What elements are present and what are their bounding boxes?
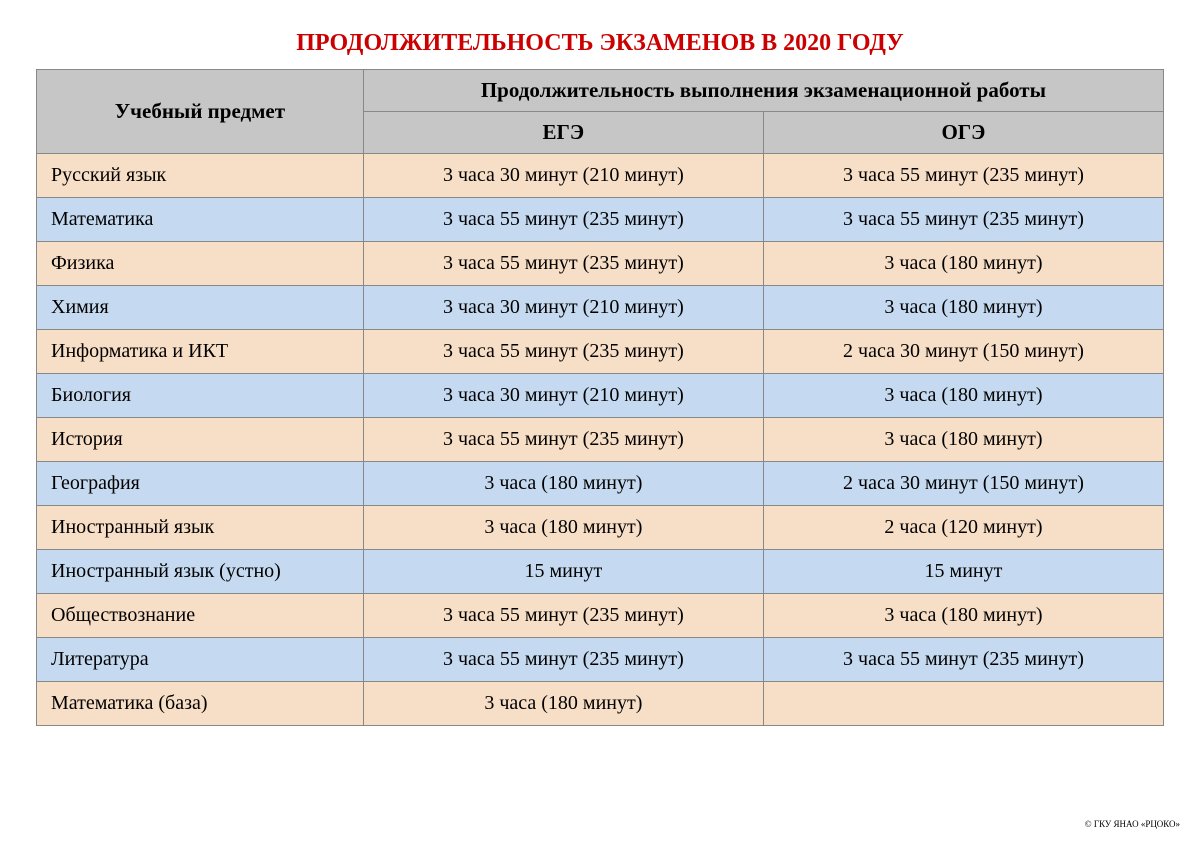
- cell-oge: [763, 682, 1163, 726]
- cell-ege: 3 часа 55 минут (235 минут): [363, 198, 763, 242]
- cell-ege: 3 часа 55 минут (235 минут): [363, 638, 763, 682]
- cell-ege: 3 часа 30 минут (210 минут): [363, 374, 763, 418]
- table-row: Математика3 часа 55 минут (235 минут)3 ч…: [37, 198, 1164, 242]
- cell-oge: 2 часа 30 минут (150 минут): [763, 330, 1163, 374]
- table-row: Иностранный язык (устно)15 минут15 минут: [37, 550, 1164, 594]
- table-row: Литература3 часа 55 минут (235 минут)3 ч…: [37, 638, 1164, 682]
- cell-subject: Иностранный язык (устно): [37, 550, 364, 594]
- cell-oge: 3 часа (180 минут): [763, 286, 1163, 330]
- cell-oge: 3 часа 55 минут (235 минут): [763, 198, 1163, 242]
- col-header-ege: ЕГЭ: [363, 112, 763, 154]
- table-row: Иностранный язык3 часа (180 минут)2 часа…: [37, 506, 1164, 550]
- table-body: Русский язык3 часа 30 минут (210 минут)3…: [37, 154, 1164, 726]
- table-row: Обществознание3 часа 55 минут (235 минут…: [37, 594, 1164, 638]
- cell-ege: 15 минут: [363, 550, 763, 594]
- cell-oge: 3 часа 55 минут (235 минут): [763, 154, 1163, 198]
- cell-subject: История: [37, 418, 364, 462]
- cell-subject: Математика (база): [37, 682, 364, 726]
- cell-ege: 3 часа (180 минут): [363, 682, 763, 726]
- table-row: Информатика и ИКТ3 часа 55 минут (235 ми…: [37, 330, 1164, 374]
- cell-ege: 3 часа (180 минут): [363, 506, 763, 550]
- cell-subject: Биология: [37, 374, 364, 418]
- cell-subject: Обществознание: [37, 594, 364, 638]
- cell-subject: Иностранный язык: [37, 506, 364, 550]
- col-header-subject: Учебный предмет: [37, 70, 364, 154]
- table-row: История3 часа 55 минут (235 минут)3 часа…: [37, 418, 1164, 462]
- cell-ege: 3 часа 30 минут (210 минут): [363, 154, 763, 198]
- cell-oge: 2 часа (120 минут): [763, 506, 1163, 550]
- cell-ege: 3 часа 55 минут (235 минут): [363, 594, 763, 638]
- table-row: Русский язык3 часа 30 минут (210 минут)3…: [37, 154, 1164, 198]
- table-row: География3 часа (180 минут)2 часа 30 мин…: [37, 462, 1164, 506]
- col-header-oge: ОГЭ: [763, 112, 1163, 154]
- footer-credit: © ГКУ ЯНАО «РЦОКО»: [1085, 819, 1180, 829]
- cell-subject: Литература: [37, 638, 364, 682]
- cell-subject: Русский язык: [37, 154, 364, 198]
- table-row: Химия3 часа 30 минут (210 минут)3 часа (…: [37, 286, 1164, 330]
- table-row: Физика3 часа 55 минут (235 минут)3 часа …: [37, 242, 1164, 286]
- cell-oge: 15 минут: [763, 550, 1163, 594]
- cell-oge: 3 часа (180 минут): [763, 594, 1163, 638]
- cell-ege: 3 часа 55 минут (235 минут): [363, 418, 763, 462]
- table-row: Биология3 часа 30 минут (210 минут)3 час…: [37, 374, 1164, 418]
- cell-oge: 3 часа (180 минут): [763, 242, 1163, 286]
- table-header: Учебный предмет Продолжительность выполн…: [37, 70, 1164, 154]
- cell-ege: 3 часа 55 минут (235 минут): [363, 330, 763, 374]
- col-header-duration-group: Продолжительность выполнения экзаменацио…: [363, 70, 1163, 112]
- cell-subject: География: [37, 462, 364, 506]
- cell-ege: 3 часа 30 минут (210 минут): [363, 286, 763, 330]
- cell-oge: 3 часа (180 минут): [763, 418, 1163, 462]
- cell-ege: 3 часа 55 минут (235 минут): [363, 242, 763, 286]
- table-row: Математика (база)3 часа (180 минут): [37, 682, 1164, 726]
- exam-duration-table: Учебный предмет Продолжительность выполн…: [36, 69, 1164, 726]
- cell-oge: 2 часа 30 минут (150 минут): [763, 462, 1163, 506]
- cell-oge: 3 часа (180 минут): [763, 374, 1163, 418]
- cell-subject: Физика: [37, 242, 364, 286]
- page-title: ПРОДОЛЖИТЕЛЬНОСТЬ ЭКЗАМЕНОВ В 2020 ГОДУ: [36, 30, 1164, 57]
- cell-oge: 3 часа 55 минут (235 минут): [763, 638, 1163, 682]
- cell-subject: Математика: [37, 198, 364, 242]
- cell-subject: Химия: [37, 286, 364, 330]
- cell-subject: Информатика и ИКТ: [37, 330, 364, 374]
- cell-ege: 3 часа (180 минут): [363, 462, 763, 506]
